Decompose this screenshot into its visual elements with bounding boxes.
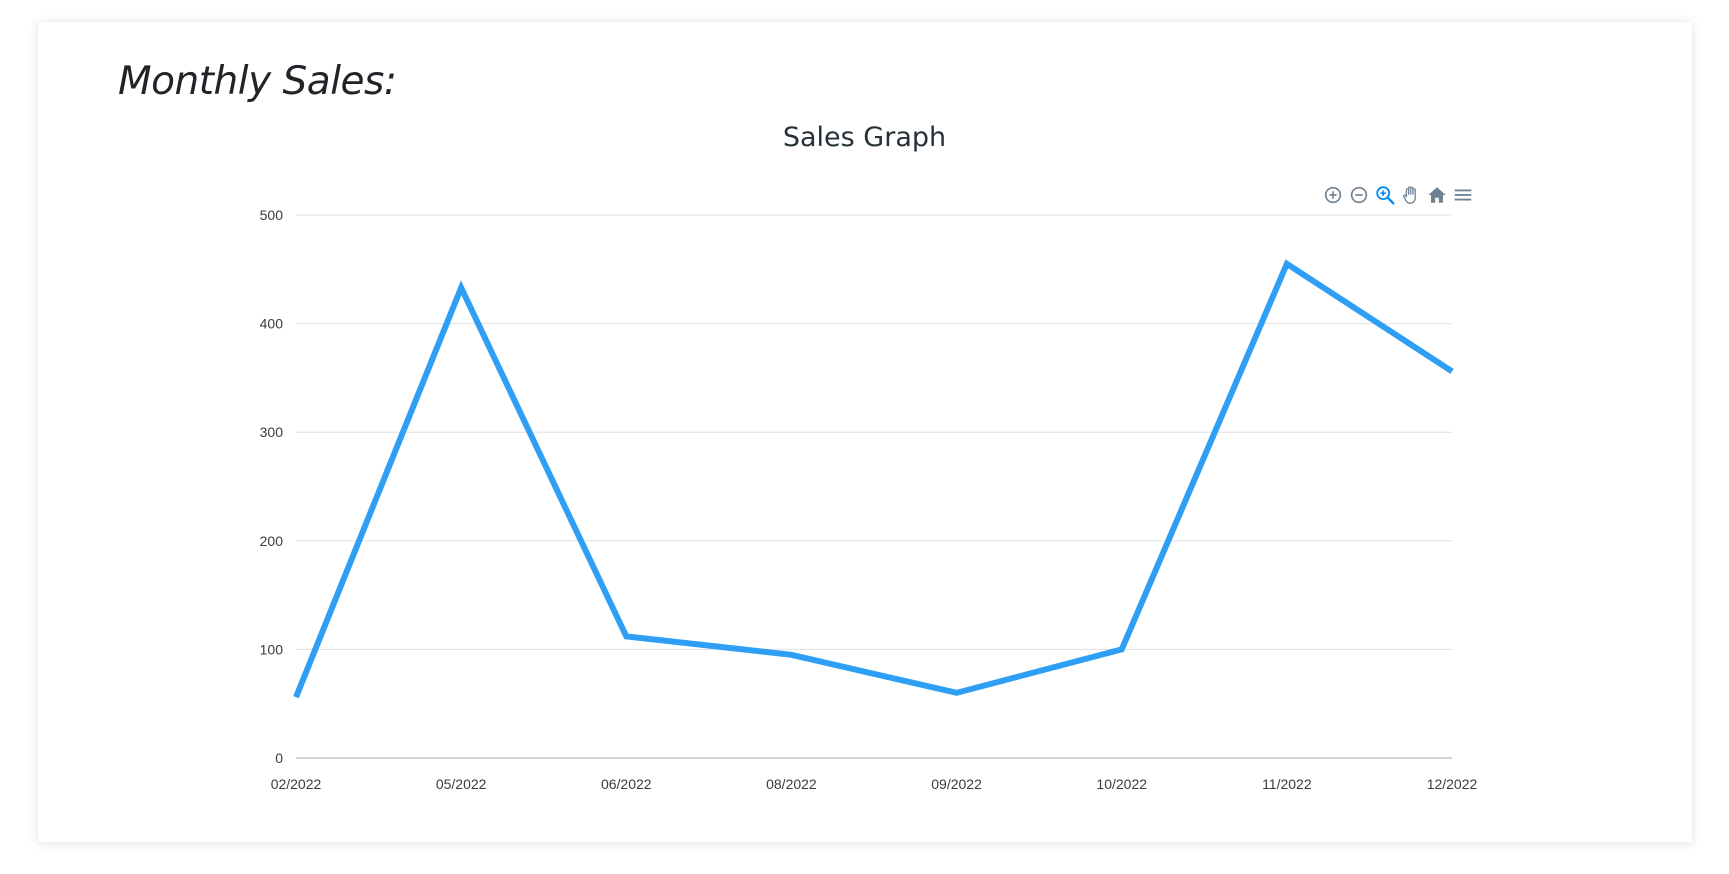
series-layer	[293, 259, 1455, 700]
menu-icon[interactable]	[1452, 184, 1474, 206]
x-tick-label: 06/2022	[601, 776, 652, 792]
x-tick-label: 05/2022	[436, 776, 487, 792]
data-point[interactable]	[1284, 261, 1290, 267]
y-tick-label: 100	[260, 641, 284, 657]
pan-hand-icon[interactable]	[1400, 184, 1422, 206]
selection-zoom-icon[interactable]	[1374, 184, 1396, 206]
x-axis-tick-labels: 02/2022 05/2022 06/2022 08/2022 09/2022 10/20…	[271, 776, 1478, 792]
x-tick-label: 08/2022	[766, 776, 817, 792]
chart-title: Sales Graph	[782, 122, 947, 153]
data-point[interactable]	[458, 285, 464, 291]
data-point[interactable]	[623, 633, 629, 639]
zoom-out-icon[interactable]	[1348, 184, 1370, 206]
page-title: Monthly Sales:	[118, 59, 397, 104]
data-point[interactable]	[954, 690, 960, 696]
y-tick-label: 300	[260, 424, 284, 440]
x-tick-label: 02/2022	[271, 776, 322, 792]
x-tick-label: 11/2022	[1262, 776, 1312, 792]
y-tick-label: 400	[260, 316, 284, 332]
chart-toolbar	[1322, 182, 1474, 208]
y-tick-label: 500	[260, 207, 284, 223]
y-tick-label: 0	[275, 750, 283, 766]
zoom-in-icon[interactable]	[1322, 184, 1344, 206]
x-tick-label: 09/2022	[931, 776, 982, 792]
y-tick-label: 200	[260, 533, 284, 549]
data-point[interactable]	[1119, 646, 1125, 652]
y-axis-tick-labels: 0 100 200 300 400 500	[260, 207, 284, 766]
x-tick-label: 12/2022	[1427, 776, 1478, 792]
data-point[interactable]	[788, 652, 794, 658]
data-point[interactable]	[1449, 368, 1455, 374]
series-line	[293, 259, 1454, 699]
x-tick-label: 10/2022	[1096, 776, 1147, 792]
reset-home-icon[interactable]	[1426, 184, 1448, 206]
data-point[interactable]	[293, 694, 299, 700]
